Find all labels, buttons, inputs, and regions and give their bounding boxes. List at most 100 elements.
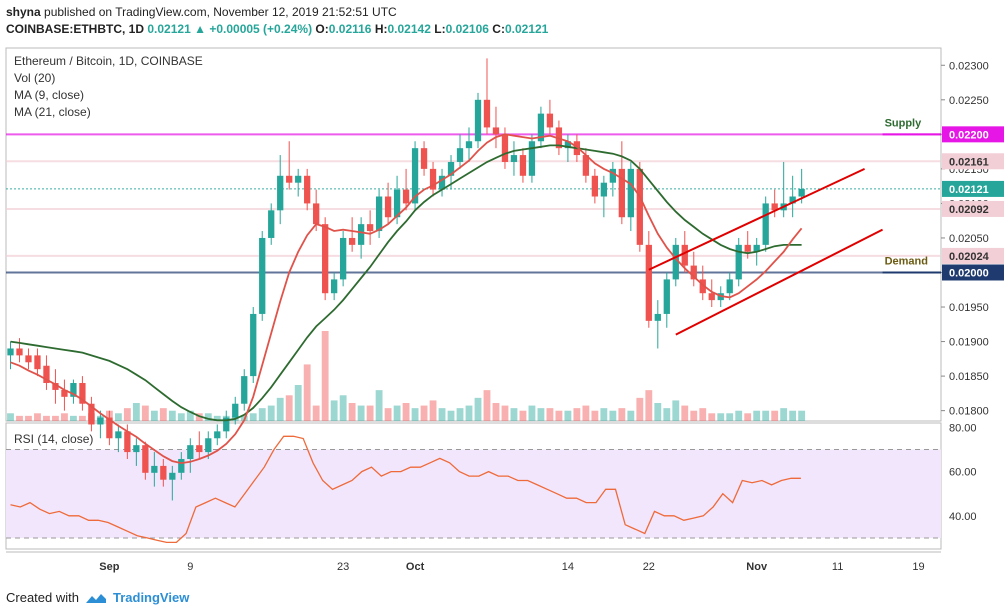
- price-tag-box: [942, 126, 1004, 143]
- volume-bar: [474, 397, 482, 421]
- candle-body: [510, 155, 518, 162]
- candle-body: [600, 182, 608, 197]
- volume-bar: [213, 415, 221, 421]
- candle-body: [304, 175, 311, 204]
- volume-bar: [159, 408, 167, 421]
- candle-body: [618, 168, 625, 218]
- x-tick-label: 9: [187, 561, 193, 573]
- channel-upper-line: [648, 167, 866, 271]
- candle-body: [169, 472, 176, 480]
- candle-body: [366, 224, 374, 232]
- candle-body: [519, 155, 527, 176]
- volume-bar: [771, 410, 779, 421]
- candle-body: [331, 279, 338, 294]
- candle-body: [313, 203, 320, 225]
- volume-bar: [168, 410, 176, 421]
- price-tag-box: [942, 264, 1004, 281]
- candle-body: [438, 175, 446, 190]
- candle-body: [339, 237, 347, 280]
- candle-body: [726, 279, 733, 294]
- volume-bar: [411, 408, 419, 421]
- candle-body: [420, 148, 428, 169]
- volume-bar: [726, 413, 734, 421]
- volume-bar: [600, 408, 608, 421]
- rsi-band: [6, 449, 941, 538]
- candle-body: [609, 168, 616, 183]
- rsi-tick-label: 80.00: [949, 422, 977, 434]
- volume-bar: [43, 415, 50, 421]
- volume-bar: [294, 385, 302, 421]
- price-tag-label: 0.02121: [949, 184, 989, 196]
- price-tag-label: 0.02092: [949, 204, 989, 216]
- volume-bar: [591, 410, 599, 421]
- volume-bar: [204, 413, 212, 421]
- candle-body: [16, 348, 23, 356]
- price-tag-label: 0.02161: [949, 156, 989, 168]
- volume-bar: [654, 403, 662, 421]
- volume-bar: [537, 408, 545, 421]
- candle-body: [582, 155, 590, 176]
- price-change: +0.00005 (+0.24%): [209, 22, 313, 36]
- volume-bar: [456, 408, 464, 421]
- volume-bar: [357, 405, 365, 421]
- high-value: 0.02142: [387, 22, 431, 36]
- candle-body: [546, 113, 554, 128]
- up-arrow-icon: ▲: [194, 22, 206, 36]
- volume-bar: [321, 331, 329, 421]
- price-tag-label: 0.02000: [949, 267, 989, 279]
- price-tag-box: [942, 200, 1004, 217]
- volume-bar: [285, 395, 293, 421]
- candle-body: [223, 417, 230, 432]
- volume-bar: [276, 397, 284, 421]
- candle-body: [70, 383, 77, 397]
- candle-body: [681, 244, 688, 266]
- candle-body: [142, 445, 149, 473]
- volume-bar: [483, 390, 491, 421]
- symbol-label: COINBASE:ETHBTC, 1D: [6, 22, 145, 36]
- volume-bar: [52, 415, 59, 421]
- low-label: L:: [434, 22, 446, 36]
- candle-body: [636, 168, 643, 245]
- candle-body: [663, 279, 670, 314]
- candle-body: [771, 203, 778, 211]
- legend-rsi[interactable]: RSI (14, close): [14, 432, 94, 446]
- volume-bar: [744, 413, 752, 421]
- legend-volume[interactable]: Vol (20): [14, 71, 56, 85]
- volume-bar: [348, 403, 356, 421]
- close-label: C:: [492, 22, 505, 36]
- volume-bar: [177, 413, 185, 421]
- channel-lower-line: [675, 228, 884, 336]
- candle-body: [474, 99, 482, 142]
- legend-ma21[interactable]: MA (21, close): [14, 105, 91, 119]
- volume-bar: [150, 410, 158, 421]
- volume-bar: [690, 410, 698, 421]
- volume-bar: [582, 405, 590, 421]
- candle-body: [61, 389, 68, 397]
- volume-bar: [420, 405, 428, 421]
- candle-body: [753, 244, 760, 252]
- candle-body: [789, 196, 796, 204]
- candle-body: [708, 293, 715, 301]
- x-tick-label: 11: [832, 561, 843, 573]
- candle-body: [241, 376, 248, 404]
- tradingview-logo-icon: [85, 593, 106, 603]
- candle-body: [7, 348, 14, 356]
- price-tick-label: 0.01950: [949, 302, 989, 314]
- price-tick-label: 0.02250: [949, 95, 989, 107]
- candle-body: [124, 431, 131, 453]
- candle-body: [34, 355, 41, 370]
- publisher-name[interactable]: shyna: [6, 5, 41, 19]
- volume-bar: [447, 410, 455, 421]
- last-price: 0.02121: [147, 22, 191, 36]
- price-tick-label: 0.01800: [949, 406, 989, 418]
- candle-body: [133, 445, 140, 453]
- volume-bar: [528, 405, 536, 421]
- volume-bar: [249, 413, 257, 421]
- volume-bar: [258, 408, 266, 421]
- volume-bar: [510, 408, 518, 421]
- legend-ma9[interactable]: MA (9, close): [14, 88, 85, 102]
- candle-body: [250, 313, 257, 377]
- footer-brand[interactable]: TradingView: [112, 590, 190, 605]
- volume-bar: [618, 408, 626, 421]
